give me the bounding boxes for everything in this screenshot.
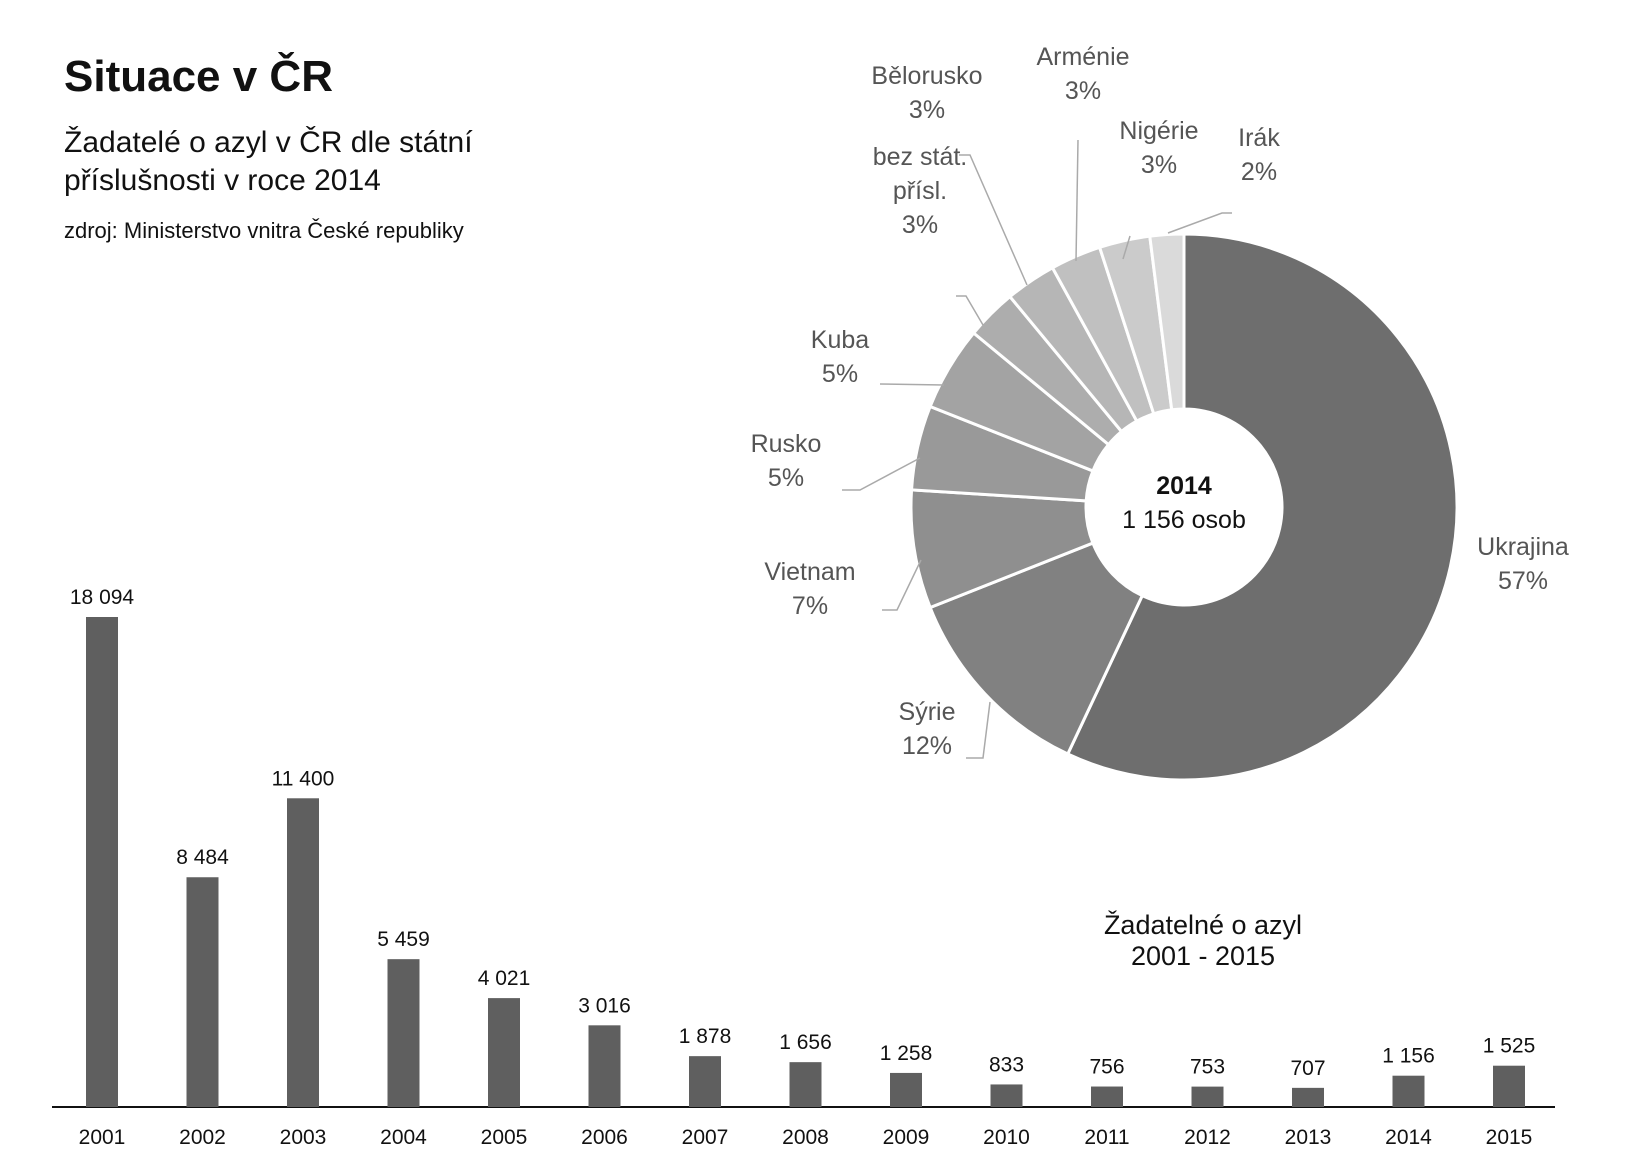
donut-slice (1148, 232, 1186, 412)
x-tick-label: 2006 (581, 1126, 628, 1149)
bar-chart-title: Žadatelné o azyl (1104, 909, 1302, 940)
bar (387, 959, 420, 1107)
slice-percent: 12% (902, 732, 952, 760)
bar (488, 998, 520, 1107)
slice-label: Irák 2% (1238, 124, 1280, 186)
x-tick-label: 2007 (682, 1126, 729, 1149)
slice-percent: 3% (1141, 151, 1177, 179)
bar (990, 1084, 1023, 1107)
x-tick-label: 2001 (79, 1126, 126, 1149)
slice-label: Vietnam 7% (764, 558, 855, 620)
slice-percent: 7% (792, 592, 828, 620)
slice-name: Irák (1238, 124, 1280, 152)
bar-value-label: 4 021 (478, 967, 531, 990)
bar-chart-title: 2001 - 2015 (1131, 941, 1275, 971)
leader-line (879, 383, 945, 386)
bar-value-label: 1 258 (880, 1042, 933, 1065)
leader-line (1122, 235, 1131, 260)
slice-name: Arménie (1036, 43, 1129, 71)
donut-slice (928, 541, 1145, 757)
x-tick-label: 2009 (883, 1126, 930, 1149)
bar (588, 1025, 621, 1107)
slice-label: Nigérie 3% (1119, 117, 1198, 179)
bar-value-label: 11 400 (272, 767, 335, 790)
x-tick-label: 2003 (280, 1126, 327, 1149)
leader-line (882, 559, 922, 611)
bar-value-label: 3 016 (578, 994, 631, 1017)
slice-label: Ukrajina 57% (1477, 533, 1569, 595)
slice-name: Vietnam (764, 558, 855, 586)
donut-slice (1065, 232, 1459, 782)
bar (86, 617, 118, 1107)
bar-value-label: 18 094 (70, 586, 135, 609)
leader-line (842, 457, 921, 491)
x-tick-label: 2004 (380, 1126, 427, 1149)
donut-chart: Ukrajina 57% Sýrie 12% Vietnam 7% Rusko 5% Kuba 5… (751, 43, 1569, 782)
bar (1091, 1086, 1123, 1107)
bar-chart: 18 094 2001 8 484 2002 11 400 2003 5 459 2004 4 … (52, 586, 1555, 1149)
page-title: Situace v ČR (64, 52, 333, 101)
bar (1191, 1086, 1224, 1107)
slice-name: Bělorusko (871, 62, 982, 90)
slice-name: přísl. (893, 177, 947, 205)
bar-value-label: 8 484 (176, 846, 229, 869)
slice-percent: 57% (1498, 567, 1548, 595)
x-tick-label: 2010 (983, 1126, 1030, 1149)
bar-value-label: 1 878 (679, 1025, 732, 1048)
slice-percent: 3% (1065, 77, 1101, 105)
leader-line (956, 295, 984, 326)
slice-percent: 3% (902, 211, 938, 239)
leader-line (1075, 139, 1079, 262)
slice-label: Bělorusko 3% (871, 62, 982, 124)
bar-value-label: 753 (1190, 1056, 1225, 1079)
slice-name: Sýrie (899, 698, 956, 726)
slice-label: Sýrie 12% (899, 698, 956, 760)
slice-percent: 5% (822, 360, 858, 388)
leader-line (966, 701, 991, 759)
slice-label: Rusko 5% (751, 430, 822, 492)
bar-value-label: 1 156 (1382, 1045, 1435, 1068)
slice-name: bez stát. (873, 143, 968, 171)
bar (890, 1072, 922, 1107)
source-note: zdroj: Ministerstvo vnitra České republi… (64, 218, 464, 243)
bar (789, 1062, 822, 1107)
slice-name: Kuba (811, 326, 869, 354)
bar (1392, 1075, 1425, 1107)
slice-name: Ukrajina (1477, 533, 1569, 561)
bar-value-label: 1 656 (779, 1031, 832, 1054)
donut-center-total: 1 156 osob (1122, 506, 1246, 534)
leader-line (959, 154, 1028, 286)
bar-value-label: 756 (1089, 1056, 1124, 1079)
slice-label: bez stát. přísl. 3% (873, 143, 968, 239)
x-tick-label: 2012 (1184, 1126, 1231, 1149)
bar (1292, 1087, 1324, 1107)
x-tick-label: 2015 (1486, 1126, 1533, 1149)
bar (1493, 1065, 1525, 1107)
slice-name: Nigérie (1119, 117, 1198, 145)
x-tick-label: 2005 (481, 1126, 528, 1149)
x-tick-label: 2014 (1385, 1126, 1432, 1149)
slice-percent: 2% (1241, 158, 1277, 186)
bar-value-label: 5 459 (377, 928, 430, 951)
bar-value-label: 833 (989, 1053, 1024, 1076)
x-tick-label: 2011 (1084, 1126, 1129, 1149)
x-tick-label: 2002 (179, 1126, 226, 1149)
bar-value-label: 707 (1290, 1057, 1325, 1080)
slice-percent: 5% (768, 464, 804, 492)
bar-value-label: 1 525 (1483, 1035, 1536, 1058)
bar (287, 798, 319, 1107)
slice-name: Rusko (751, 430, 822, 458)
slice-label: Arménie 3% (1036, 43, 1129, 105)
page-subtitle: Žadatelé o azyl v ČR dle státní příslušn… (64, 126, 473, 197)
x-tick-label: 2008 (782, 1126, 829, 1149)
x-tick-label: 2013 (1285, 1126, 1332, 1149)
bar (689, 1056, 721, 1107)
leader-line (1167, 212, 1232, 234)
donut-center-year: 2014 (1156, 472, 1212, 500)
slice-label: Kuba 5% (811, 326, 869, 388)
bar (186, 877, 219, 1107)
slice-percent: 3% (909, 96, 945, 124)
